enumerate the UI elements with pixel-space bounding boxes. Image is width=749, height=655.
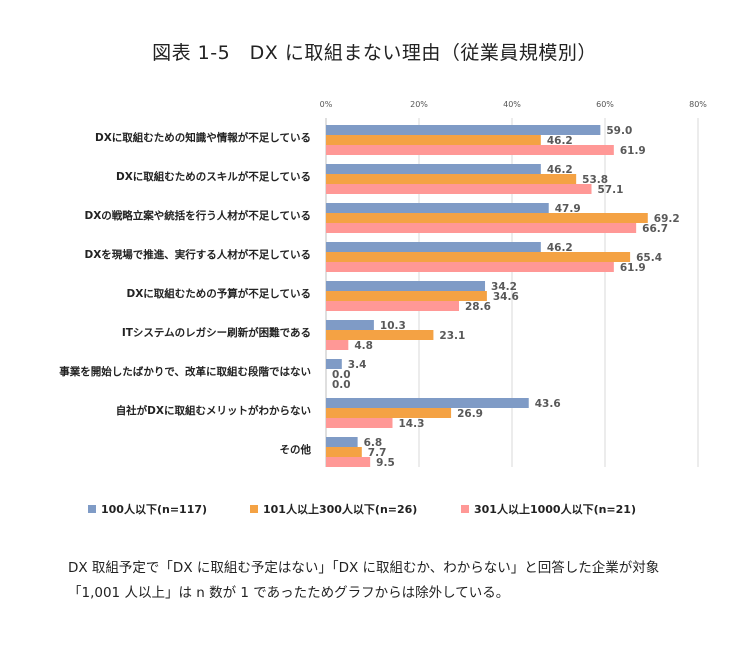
bar: [326, 184, 592, 194]
legend-label: 101人以上300人以下(n=26): [263, 503, 418, 516]
tick-label: 40%: [503, 100, 521, 109]
legend-swatch: [250, 505, 258, 513]
bar: [326, 398, 529, 408]
bar: [326, 447, 362, 457]
category-label: DXの戦略立案や統括を行う人材が不足している: [85, 209, 312, 222]
data-label: 69.2: [654, 213, 680, 225]
data-label: 10.3: [380, 320, 406, 332]
bar: [326, 242, 541, 252]
note-target: DX 取組予定で「DX に取組む予定はない」「DX に取組むか、わからない」と回…: [68, 560, 660, 576]
bar: [326, 301, 459, 311]
tick-label: 0%: [320, 100, 333, 109]
data-label: 3.4: [348, 359, 367, 371]
bar: [326, 145, 614, 155]
category-label: その他: [280, 443, 312, 456]
data-label: 34.2: [491, 281, 517, 293]
bar: [326, 281, 486, 291]
data-label: 66.7: [642, 223, 668, 235]
bar: [326, 125, 601, 135]
data-label: 61.9: [620, 262, 646, 274]
data-label: 65.4: [636, 252, 662, 264]
data-label: 46.2: [547, 242, 573, 254]
category-label: 事業を開始したばかりで、改革に取組む段階ではない: [59, 365, 311, 378]
data-label: 6.8: [364, 437, 383, 449]
data-label: 46.2: [547, 164, 573, 176]
bar: [326, 223, 637, 233]
data-label: 28.6: [465, 301, 491, 313]
note-exclusion: 「1,001 人以上」は n 数が 1 であったためグラフからは除外している。: [68, 585, 510, 601]
bar: [326, 174, 577, 184]
legend-swatch: [461, 505, 469, 513]
data-label: 47.9: [555, 203, 581, 215]
data-label: 53.8: [582, 174, 608, 186]
category-label: 自社がDXに取組むメリットがわからない: [116, 404, 311, 417]
bar: [326, 408, 452, 418]
tick-label: 60%: [596, 100, 614, 109]
legend-label: 100人以下(n=117): [101, 503, 208, 516]
data-label: 23.1: [439, 330, 465, 342]
legend-item-101-300: 101人以上300人以下(n=26): [250, 501, 417, 517]
bar: [326, 252, 631, 262]
data-label: 34.6: [493, 291, 519, 303]
bar: [326, 359, 342, 369]
category-label: DXに取組むための予算が不足している: [127, 287, 312, 300]
bar: [326, 437, 358, 447]
legend-swatch: [88, 505, 96, 513]
bar: [326, 262, 614, 272]
category-label: DXに取組むための知識や情報が不足している: [95, 131, 311, 144]
page-title: 図表 1-5 DX に取組まない理由（従業員規模別）: [152, 42, 597, 64]
data-label: 4.8: [354, 340, 373, 352]
data-label: 0.0: [332, 369, 351, 381]
data-label: 59.0: [606, 125, 632, 137]
bar: [326, 135, 541, 145]
legend-item-301-1000: 301人以上1000人以下(n=21): [461, 501, 636, 517]
data-label: 46.2: [547, 135, 573, 147]
tick-label: 20%: [410, 100, 428, 109]
labels: 0% 20% 40% 60% 80% DXに取組むための知識や情報が不足している 59.0 4…: [59, 100, 707, 469]
bars: [326, 125, 648, 467]
bar: [326, 457, 371, 467]
category-label: ITシステムのレガシー刷新が困難である: [122, 326, 311, 339]
category-label: DXに取組むためのスキルが不足している: [116, 170, 311, 183]
data-label: 7.7: [368, 447, 387, 459]
data-label: 14.3: [398, 418, 424, 430]
legend-label: 301人以上1000人以下(n=21): [474, 503, 636, 516]
data-label: 43.6: [535, 398, 561, 410]
category-label: DXを現場で推進、実行する人材が不足している: [85, 248, 312, 261]
bar: [326, 330, 434, 340]
data-label: 9.5: [376, 457, 395, 469]
legend-item-100-or-less: 100人以下(n=117): [88, 501, 207, 517]
tick-label: 80%: [689, 100, 707, 109]
data-label: 57.1: [598, 184, 624, 196]
bar-chart: 0% 20% 40% 60% 80% DXに取組むための知識や情報が不足している 59.0 4…: [59, 100, 707, 469]
bar: [326, 203, 549, 213]
bar: [326, 340, 349, 350]
bar: [326, 418, 393, 428]
data-label: 26.9: [457, 408, 483, 420]
data-label: 61.9: [620, 145, 646, 157]
bar: [326, 320, 374, 330]
bar: [326, 291, 487, 301]
data-label: 0.0: [332, 379, 351, 391]
bar: [326, 213, 648, 223]
bar: [326, 164, 541, 174]
